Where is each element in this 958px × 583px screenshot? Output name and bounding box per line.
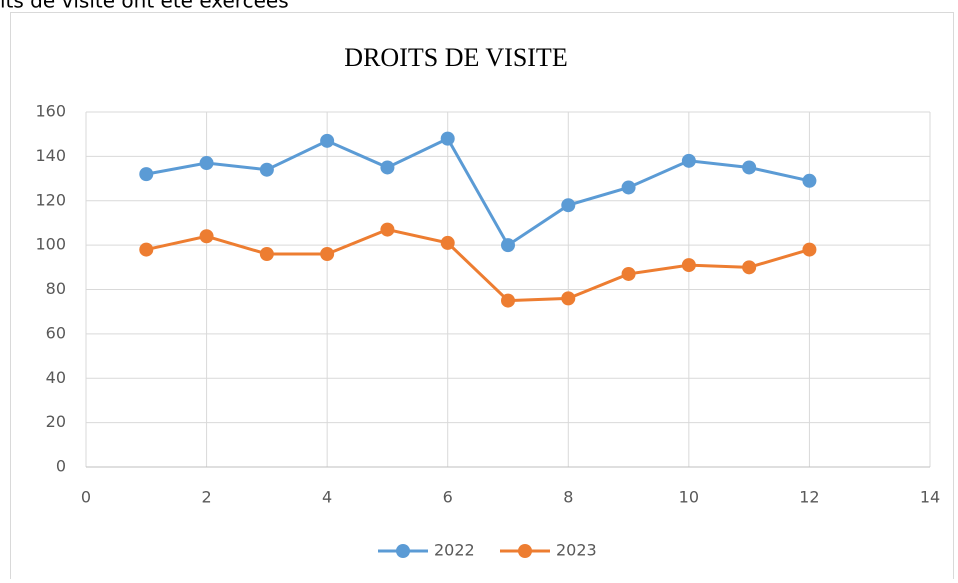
y-tick-label: 100 [35,235,66,254]
data-point [621,180,636,195]
x-tick-label: 8 [563,488,573,507]
data-point [802,173,817,188]
x-tick-label: 14 [920,488,940,507]
data-point [501,293,515,308]
series-line [146,136,810,248]
data-point [320,247,335,261]
x-tick-label: 0 [81,488,91,507]
data-point [199,156,214,171]
data-point [320,133,335,148]
x-tick-label: 2 [201,488,211,507]
data-point [742,260,757,275]
data-point [681,258,696,273]
data-point [380,160,395,175]
data-point [440,131,455,146]
data-point [139,167,154,182]
data-point [802,242,817,257]
y-tick-label: 60 [46,323,66,342]
x-tick-label: 4 [322,488,332,507]
data-point [259,247,274,261]
page-text: its de visite ont été exercées [0,0,289,13]
legend-marker [396,544,410,558]
data-point [259,162,274,177]
y-tick-label: 140 [35,146,66,165]
x-tick-label: 12 [799,488,819,507]
y-tick-label: 160 [35,102,66,121]
y-tick-label: 80 [46,279,66,298]
series-line [145,228,810,303]
y-tick-label: 120 [35,190,66,209]
data-point [440,235,455,250]
y-tick-label: 40 [46,368,66,387]
data-point [380,222,395,237]
legend-marker [518,544,532,558]
chart-frame [10,12,954,583]
data-point [501,238,515,253]
y-tick-label: 0 [56,457,66,476]
legend-label: 2022 [434,541,475,560]
chart-title: DROITS DE VISITE [344,43,567,72]
x-tick-label: 6 [443,488,453,507]
data-point [621,266,636,281]
data-point [139,242,154,257]
y-tick-label: 20 [46,412,66,431]
data-point [199,229,214,244]
data-point [561,198,576,213]
legend-label: 2023 [556,541,597,560]
data-point [561,291,576,306]
x-tick-label: 10 [679,488,699,507]
data-point [681,153,696,168]
data-point [742,160,757,175]
